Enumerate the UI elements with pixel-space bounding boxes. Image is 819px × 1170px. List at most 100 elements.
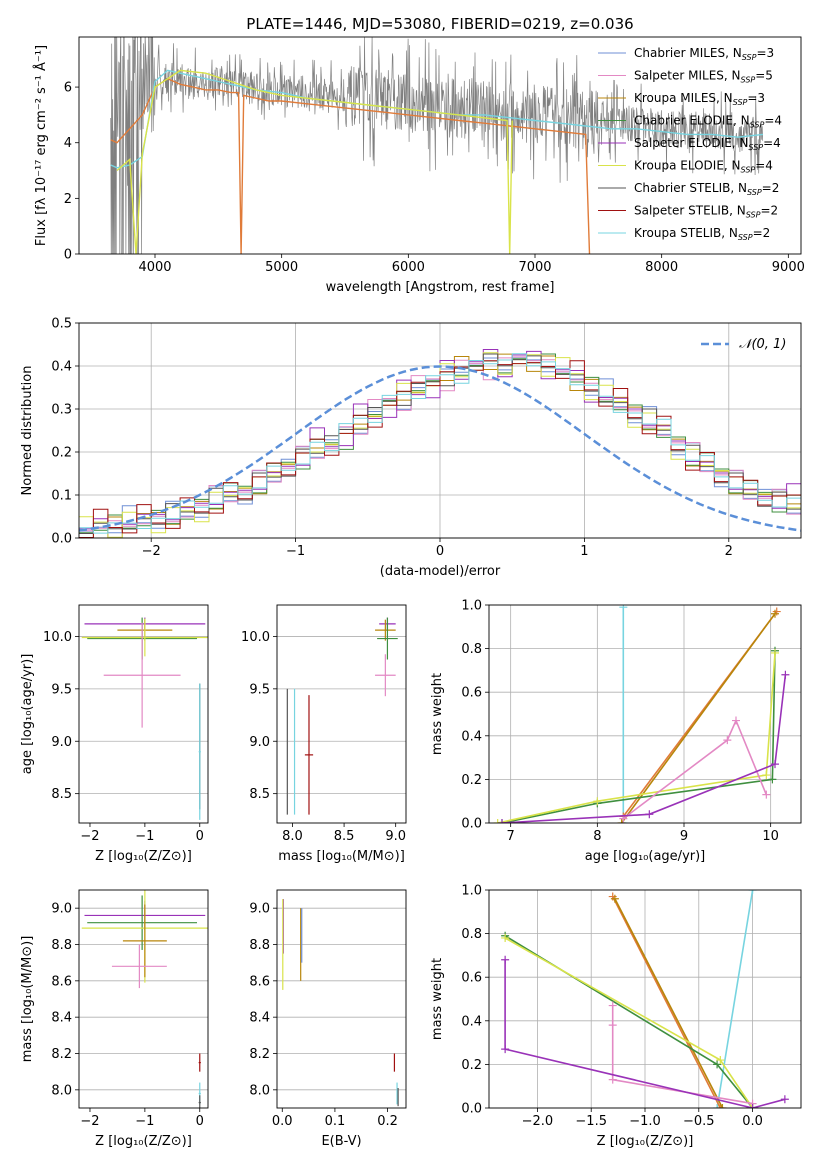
y-tick-label: 8.8: [51, 938, 72, 953]
x-tick-label: 8000: [645, 260, 678, 275]
mass-weight-marker: [608, 1075, 617, 1084]
mass-weight-marker: [768, 775, 777, 784]
mass-weight-marker: [617, 819, 626, 823]
error-bar-point: [377, 617, 398, 660]
x-tick-label: −2: [80, 1114, 99, 1129]
x-tick-label: 2: [725, 544, 733, 559]
mass-weight-marker: [780, 1095, 789, 1104]
massweight-vs-Z-axes: −2.0 −1.5 −1.0 −0.5 0.0 0.0 0.2 0.4 0.6 0.8 1.0 Z […: [430, 884, 802, 1149]
y-tick-label: 8.2: [51, 1047, 72, 1062]
x-tick-label: −2: [80, 829, 99, 844]
x-axis-label: Z [log₁₀(Z/Z⊙)]: [95, 1134, 192, 1149]
figure-title: PLATE=1446, MJD=53080, FIBERID=0219, z=0…: [246, 15, 633, 33]
y-tick-label: 9.0: [249, 735, 270, 750]
y-tick-label: 8.0: [249, 1083, 270, 1098]
axes-frame: [78, 36, 802, 255]
x-axis-label: wavelength [Angstrom, rest frame]: [326, 280, 555, 295]
x-tick-label: 0.0: [272, 1114, 293, 1129]
mass-weight-line: [497, 652, 776, 823]
error-bar-point: [375, 654, 396, 697]
legend-label: Salpeter MILES, NSSP=5: [634, 69, 773, 85]
y-tick-label: 0.0: [461, 1102, 482, 1117]
y-tick-label: 9.5: [51, 682, 72, 697]
model-spectrum-line: [116, 69, 513, 254]
mass-weight-marker: [716, 1056, 725, 1065]
mass-weight-marker: [501, 955, 510, 964]
axes-frame: [488, 889, 802, 1109]
x-tick-label: 0: [196, 829, 204, 844]
x-tick-label: −1: [286, 544, 305, 559]
mass-weight-marker: [771, 609, 779, 618]
legend-label: Chabrier ELODIE, NSSP=4: [634, 114, 782, 130]
mass-weight-line: [501, 674, 787, 823]
age-vs-Z-axes: −2 −1 0 8.5 9.0 9.5 10.0 Z [log₁₀(Z/Z⊙)] age [lo…: [20, 604, 209, 864]
error-bar-point: [198, 1053, 201, 1072]
x-tick-label: 0.1: [325, 1114, 346, 1129]
y-tick-label: 9.0: [51, 902, 72, 917]
y-tick-label: 0.3: [51, 403, 72, 418]
spectrum-legend: Chabrier MILES, NSSP=3 Salpeter MILES, NS…: [598, 46, 782, 242]
y-tick-label: 0.8: [461, 927, 482, 942]
mass-weight-marker: [593, 797, 602, 806]
y-tick-label: 10.0: [43, 630, 72, 645]
x-tick-label: 8: [593, 829, 601, 844]
mass-vs-ebv-axes: 0.0 0.1 0.2 8.0 8.2 8.4 8.6 8.8 9.0 E(B-V): [249, 889, 407, 1149]
y-axis-label: mass weight: [430, 673, 445, 755]
mass-weight-marker: [748, 1104, 757, 1108]
mass-vs-Z-plot: [81, 890, 208, 1108]
y-tick-label: 1.0: [461, 599, 482, 614]
mass-weight-marker: [748, 890, 757, 894]
y-axis-label: Flux [fλ 10⁻¹⁷ erg cm⁻² s⁻¹ Å⁻¹]: [33, 45, 49, 246]
y-tick-label: 0.4: [461, 729, 482, 744]
y-tick-label: 0.4: [51, 360, 72, 375]
x-tick-label: −2.0: [522, 1114, 554, 1129]
legend-label: 𝒩(0, 1): [739, 337, 786, 352]
mass-vs-Z-axes: −2 −1 0 8.0 8.2 8.4 8.6 8.8 9.0 Z [log₁₀(Z/Z⊙)] ma…: [20, 889, 209, 1149]
x-tick-label: 9.0: [385, 829, 406, 844]
y-tick-label: 2: [64, 192, 72, 207]
y-tick-label: 1.0: [461, 884, 482, 899]
x-tick-label: −0.5: [683, 1114, 715, 1129]
mass-weight-marker: [608, 1021, 617, 1030]
y-tick-label: 0.6: [461, 971, 482, 986]
error-bar-point: [103, 622, 181, 728]
legend-label: Chabrier STELIB, NSSP=2: [634, 181, 779, 197]
y-tick-label: 0.6: [461, 686, 482, 701]
y-tick-label: 10.0: [241, 630, 270, 645]
mass-weight-marker: [501, 1045, 510, 1054]
x-axis-label: mass [log₁₀(M/M⊙)]: [278, 849, 405, 864]
y-tick-label: 0.2: [51, 446, 72, 461]
x-tick-label: 9000: [772, 260, 805, 275]
legend-label: Salpeter ELODIE, NSSP=4: [634, 136, 781, 152]
mass-vs-ebv-plot: [282, 899, 399, 1107]
x-tick-label: 4000: [138, 260, 171, 275]
y-tick-label: 8.0: [51, 1083, 72, 1098]
x-axis-label: Z [log₁₀(Z/Z⊙)]: [597, 1134, 694, 1149]
error-bar-point: [198, 1095, 201, 1108]
legend-label: Kroupa ELODIE, NSSP=4: [634, 159, 773, 175]
mass-weight-marker: [771, 760, 779, 769]
mass-weight-marker: [762, 771, 771, 780]
y-tick-label: 8.2: [249, 1047, 270, 1062]
histogram-step-line: [79, 360, 801, 538]
x-tick-label: 10: [762, 829, 779, 844]
legend-label: Kroupa MILES, NSSP=3: [634, 91, 765, 107]
mass-weight-line: [611, 896, 722, 1108]
x-tick-label: 0.0: [742, 1114, 763, 1129]
y-tick-label: 8.5: [249, 787, 270, 802]
legend-label: Kroupa STELIB, NSSP=2: [634, 226, 770, 242]
age-vs-Z-plot: [81, 617, 208, 820]
y-tick-label: 8.6: [249, 974, 270, 989]
x-axis-label: Z [log₁₀(Z/Z⊙)]: [95, 849, 192, 864]
y-tick-label: 0.5: [51, 317, 72, 332]
y-tick-label: 8.8: [249, 938, 270, 953]
mass-weight-marker: [781, 670, 790, 679]
mass-weight-marker: [619, 605, 628, 612]
axes-frame: [488, 604, 802, 824]
massweight-vs-age-axes: 7 8 9 10 0.0 0.2 0.4 0.6 0.8 1.0 age [log₁₀(age/yr…: [430, 599, 802, 864]
y-tick-label: 0.8: [461, 642, 482, 657]
residuals-plot: [79, 349, 801, 538]
mass-weight-marker: [498, 819, 506, 823]
x-tick-label: 9: [680, 829, 688, 844]
mass-weight-marker: [645, 810, 654, 819]
